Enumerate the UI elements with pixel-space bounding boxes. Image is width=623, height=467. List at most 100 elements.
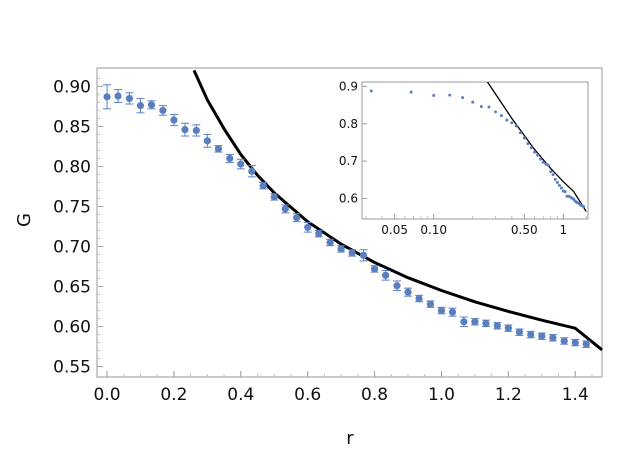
x-tick-label: 0.8 [361, 385, 388, 405]
data-point [359, 251, 368, 259]
inset-y-tick-label: 0.9 [339, 79, 358, 93]
x-tick-label: 0.2 [160, 385, 187, 405]
x-tick-label: 0.4 [227, 385, 254, 405]
inset-data-point [514, 124, 518, 128]
data-point [426, 300, 435, 308]
data-point [493, 322, 501, 330]
data-point [293, 214, 301, 222]
inset-data-point [536, 153, 540, 157]
inset-y-tick-label: 0.6 [339, 191, 358, 205]
data-point [527, 330, 535, 339]
inset-data-point [471, 100, 475, 104]
data-point [281, 205, 289, 213]
inset-data-point [557, 183, 561, 187]
data-point [203, 137, 211, 145]
data-point [259, 182, 267, 190]
inset-data-point [461, 96, 465, 100]
inset-data-point [479, 105, 483, 109]
x-tick-label: 1.4 [562, 385, 589, 405]
inset-data-point [510, 121, 514, 125]
data-point [125, 94, 134, 103]
data-point [103, 93, 111, 101]
inset-data-point [529, 146, 533, 150]
inset-x-tick-label: 0.05 [381, 223, 408, 237]
y-tick-label: 0.60 [53, 318, 91, 338]
inset-x-tick-label: 0.10 [420, 223, 447, 237]
fit-curve [192, 69, 603, 351]
data-point [515, 328, 523, 336]
data-point [460, 318, 468, 326]
y-tick-label: 0.70 [53, 238, 91, 258]
inset-data-point [544, 162, 548, 166]
inset-fit-line [486, 82, 587, 212]
data-point [415, 294, 423, 303]
inset-data-point [553, 177, 557, 181]
data-point [471, 318, 479, 326]
y-tick-label: 0.65 [53, 278, 91, 298]
data-point [448, 308, 457, 316]
inset-data-point [432, 93, 436, 97]
data-point [214, 145, 223, 153]
y-axis-label: G [14, 213, 35, 227]
inset-data-point [549, 170, 553, 174]
inset-data-point [487, 105, 491, 109]
data-point [370, 265, 379, 273]
inset-data-point [505, 118, 509, 122]
inset-data-point [369, 89, 373, 93]
y-tick-label: 0.55 [53, 358, 91, 378]
inset-data-point [533, 150, 537, 154]
inset-x-tick-label: 0.50 [511, 223, 538, 237]
data-point [136, 102, 145, 110]
main-plot: 0.0 0.2 0.4 0.6 0.8 1.0 1.2 1.40.550.600.650.70… [53, 67, 603, 405]
data-point [393, 282, 401, 290]
x-tick-label: 1.0 [428, 385, 455, 405]
data-point [382, 271, 390, 279]
data-point [170, 116, 178, 124]
inset-data-point [499, 114, 503, 118]
x-axis-label: r [346, 428, 354, 449]
inset-x-tick-label: 1 [560, 223, 568, 237]
inset-data-point [555, 180, 559, 184]
data-point [571, 338, 579, 347]
inset-y-tick-label: 0.8 [339, 117, 358, 131]
data-point [270, 193, 278, 201]
inset-data-point [539, 157, 543, 161]
inset-data-point [541, 160, 545, 164]
data-point [114, 92, 122, 100]
inset-data-point [551, 173, 555, 177]
data-point [582, 340, 590, 348]
data-point [315, 230, 323, 238]
inset-data-point [546, 163, 550, 167]
inset-y-tick-label: 0.7 [339, 154, 358, 168]
inset-plot: 0.05 0.10 0.50 1 0.6 0.7 0.8 0.9 [339, 79, 589, 237]
inset-data-point [409, 90, 413, 94]
data-point [437, 306, 446, 315]
inset-data-point [494, 110, 498, 114]
data-point [192, 126, 200, 135]
data-point [337, 245, 345, 253]
data-point [404, 288, 412, 296]
data-point [147, 101, 156, 109]
data-point [482, 319, 490, 327]
inset-data-point [563, 190, 567, 194]
data-point [538, 332, 546, 340]
data-point [304, 223, 312, 231]
y-tick-label: 0.85 [53, 117, 91, 137]
data-point [560, 337, 568, 345]
inset-data-point [518, 131, 522, 135]
inset-data-point [582, 205, 586, 209]
inset-data-point [448, 93, 452, 97]
data-point [181, 126, 189, 134]
data-point [348, 249, 356, 257]
data-point [226, 154, 234, 163]
y-tick-label: 0.90 [53, 77, 91, 97]
inset-data-point [526, 142, 530, 146]
inset-frame [361, 81, 589, 220]
data-point [326, 238, 334, 247]
y-tick-label: 0.75 [53, 197, 91, 217]
data-point [549, 334, 557, 342]
data-point [248, 167, 256, 175]
x-tick-label: 1.2 [495, 385, 522, 405]
inset-data-point [559, 186, 563, 190]
